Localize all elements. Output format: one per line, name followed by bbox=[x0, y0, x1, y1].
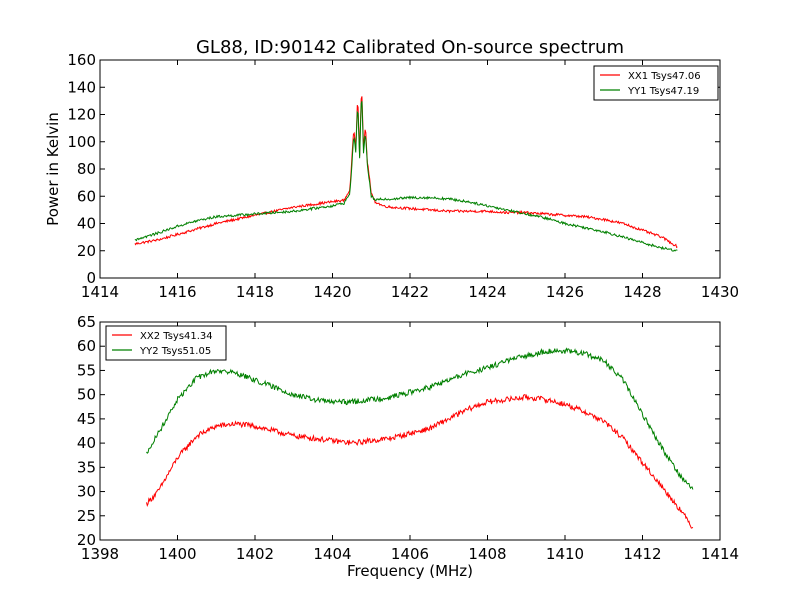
y-tick-label: 65 bbox=[77, 313, 96, 331]
x-tick-label: 1422 bbox=[391, 283, 429, 301]
x-tick-label: 1398 bbox=[81, 545, 119, 563]
x-tick-label: 1406 bbox=[391, 545, 429, 563]
y-tick-label: 60 bbox=[77, 187, 96, 205]
x-tick-label: 1428 bbox=[623, 283, 661, 301]
legend-box bbox=[105, 325, 227, 361]
y-tick-label: 40 bbox=[77, 434, 96, 452]
x-tick-label: 1408 bbox=[468, 545, 506, 563]
x-tick-label: 1414 bbox=[81, 283, 119, 301]
y-tick-label: 30 bbox=[77, 483, 96, 501]
x-tick-label: 1416 bbox=[158, 283, 196, 301]
y-tick-label: 160 bbox=[67, 51, 96, 69]
y-tick-label: 50 bbox=[77, 386, 96, 404]
series-line-xx-2 bbox=[146, 393, 694, 529]
x-tick-label: 1400 bbox=[158, 545, 196, 563]
x-tick-label: 1412 bbox=[623, 545, 661, 563]
series-line-xx-1 bbox=[134, 96, 678, 249]
y-tick-label: 60 bbox=[77, 337, 96, 355]
y-tick-label: 20 bbox=[77, 242, 96, 260]
x-tick-label: 1404 bbox=[313, 545, 351, 563]
y-tick-label: 55 bbox=[77, 361, 96, 379]
y-tick-label: 80 bbox=[77, 160, 96, 178]
y-tick-label: 35 bbox=[77, 458, 96, 476]
top-spectrum-panel: 1414 1416 1418 1420 1422 1424 1426 1428 1430 0 20 4… bbox=[44, 51, 739, 301]
series-line-yy-1 bbox=[134, 101, 678, 252]
legend-entry-label: YY1 Tsys47.19 bbox=[627, 86, 699, 97]
x-tick-label: 1424 bbox=[468, 283, 506, 301]
x-tick-label: 1420 bbox=[313, 283, 351, 301]
x-axis-label: Frequency (MHz) bbox=[347, 562, 473, 580]
legend-entry-label: XX2 Tsys41.34 bbox=[140, 331, 213, 342]
legend-box bbox=[593, 65, 719, 101]
y-tick-label: 25 bbox=[77, 507, 96, 525]
x-tick-label: 1430 bbox=[701, 283, 739, 301]
x-tick-label: 1414 bbox=[701, 545, 739, 563]
series-line-yy-2 bbox=[146, 347, 694, 490]
legend-entry-label: YY2 Tsys51.05 bbox=[139, 346, 211, 357]
x-tick-label: 1418 bbox=[236, 283, 274, 301]
y-tick-label: 120 bbox=[67, 106, 96, 124]
y-tick-label: 45 bbox=[77, 410, 96, 428]
x-tick-label: 1410 bbox=[546, 545, 584, 563]
y-tick-label: 0 bbox=[86, 269, 96, 287]
bottom-spectrum-panel: 1398 1400 1402 1404 1406 1408 1410 1412 1414 20 25… bbox=[77, 313, 739, 580]
x-tick-label: 1402 bbox=[236, 545, 274, 563]
x-tick-label: 1426 bbox=[546, 283, 584, 301]
y-tick-label: 20 bbox=[77, 531, 96, 549]
figure-title: GL88, ID:90142 Calibrated On-source spec… bbox=[196, 37, 624, 58]
y-axis-label: Power in Kelvin bbox=[44, 112, 62, 226]
legend-entry-label: XX1 Tsys47.06 bbox=[628, 71, 701, 82]
y-tick-label: 100 bbox=[67, 133, 96, 151]
y-tick-label: 140 bbox=[67, 78, 96, 96]
y-tick-label: 40 bbox=[77, 215, 96, 233]
